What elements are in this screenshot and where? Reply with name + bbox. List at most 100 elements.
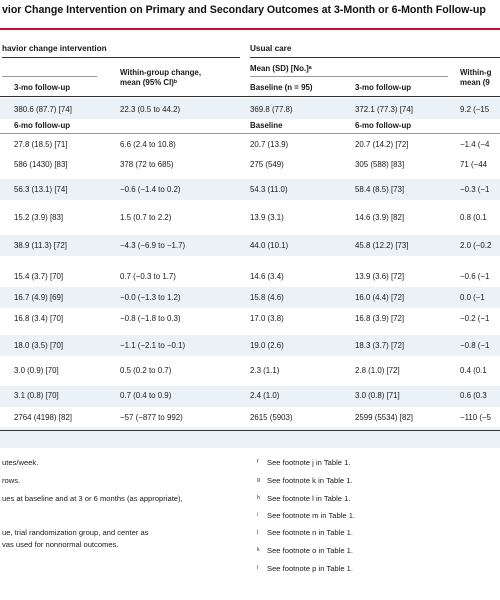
table-cell: 20.7 (13.9) bbox=[250, 140, 289, 149]
table-cell: 16.0 (4.4) [72] bbox=[355, 293, 405, 302]
table-cell: 2.4 (1.0) bbox=[250, 391, 280, 400]
intervention-group-header: havior change intervention bbox=[2, 44, 107, 53]
table-cell: 27.8 (18.5) [71] bbox=[14, 140, 68, 149]
footnote-text: See footnote m in Table 1. bbox=[267, 511, 356, 520]
footnote-right: ᵏ See footnote o in Table 1. bbox=[257, 546, 353, 556]
table-cell: 0.0 (−1 bbox=[460, 293, 485, 302]
table-cell: 0.8 (0.1 bbox=[460, 213, 487, 222]
table-cell: −0.2 (−1 bbox=[460, 314, 490, 323]
row-shade-2 bbox=[0, 179, 500, 200]
table-bottom-rule bbox=[0, 430, 500, 431]
footnote-symbol: ⁱ bbox=[257, 511, 259, 520]
footnote-right: ᶠ See footnote j in Table 1. bbox=[257, 458, 350, 468]
footnote-symbol: ˡ bbox=[257, 564, 259, 573]
row-shade-6 bbox=[0, 386, 500, 407]
table-cell: −1.1 (−2.1 to −0.1) bbox=[120, 341, 186, 350]
table-cell: 15.8 (4.6) bbox=[250, 293, 284, 302]
table-cell: 380.6 (87.7) [74] bbox=[14, 105, 72, 114]
table-cell: 54.3 (11.0) bbox=[250, 185, 288, 194]
table-cell: 378 (72 to 685) bbox=[120, 160, 174, 169]
table-cell: −0.8 (−1 bbox=[460, 341, 490, 350]
footnote-symbol: ʲ bbox=[257, 528, 259, 537]
row-shade-4 bbox=[0, 287, 500, 308]
footnote-right: ˡ See footnote p in Table 1. bbox=[257, 564, 353, 574]
table-cell: 71 (−44 bbox=[460, 160, 487, 169]
table-cell: 22.3 (0.5 to 44.2) bbox=[120, 105, 181, 114]
table-cell: 2.3 (1.1) bbox=[250, 366, 280, 375]
footnote-left: rows. bbox=[2, 476, 21, 485]
table-cell: 19.0 (2.6) bbox=[250, 341, 284, 350]
header-bottom-rule bbox=[0, 96, 500, 97]
table-cell: 1.5 (0.7 to 2.2) bbox=[120, 213, 172, 222]
footnote-right: ʲ See footnote n in Table 1. bbox=[257, 528, 353, 538]
table-title: vior Change Intervention on Primary and … bbox=[2, 4, 486, 16]
footnote-symbol: ᵏ bbox=[257, 546, 260, 555]
usual-change-header-line1: Within-g bbox=[460, 68, 492, 77]
table-cell: 16.7 (4.9) [69] bbox=[14, 293, 64, 302]
title-divider bbox=[0, 28, 500, 30]
table-cell: 18.3 (3.7) [72] bbox=[355, 341, 405, 350]
int-followup-header: 3-mo follow-up bbox=[14, 83, 71, 92]
int-mean-rule bbox=[2, 76, 97, 77]
table-cell: 18.0 (3.5) [70] bbox=[14, 341, 64, 350]
int-change-header-line1: Within-group change, bbox=[120, 68, 202, 77]
table-cell: 2764 (4198) [82] bbox=[14, 413, 72, 422]
table-cell: 2.0 (−0.2 bbox=[460, 241, 492, 250]
footnote-symbol: ᵍ bbox=[257, 476, 260, 485]
table-cell: −4.3 (−6.9 to −1.7) bbox=[120, 241, 186, 250]
table-cell: −0.8 (−1.8 to 0.3) bbox=[120, 314, 181, 323]
table-cell: 2615 (5903) bbox=[250, 413, 293, 422]
table-cell: 44.0 (10.1) bbox=[250, 241, 289, 250]
footnote-left: ues at baseline and at 3 or 6 months (as… bbox=[2, 494, 183, 503]
table-cell: 2.8 (1.0) [72] bbox=[355, 366, 400, 375]
table-cell: 15.4 (3.7) [70] bbox=[14, 272, 64, 281]
usual-change-header-line2: mean (9 bbox=[460, 78, 490, 87]
footnote-left: vas used for nonnormal outcomes. bbox=[2, 540, 119, 549]
table-cell: 58.4 (8.5) [73] bbox=[355, 185, 405, 194]
footnote-text: See footnote l in Table 1. bbox=[267, 494, 351, 503]
table-cell: −1.4 (−4 bbox=[460, 140, 490, 149]
footnote-left: utes/week. bbox=[2, 458, 39, 467]
table-cell: 9.2 (−15 bbox=[460, 105, 490, 114]
int-change-header-line2: mean (95% CI)ᵇ bbox=[120, 78, 178, 87]
table-cell: 372.1 (77.3) [74] bbox=[355, 105, 413, 114]
table-title-bar: vior Change Intervention on Primary and … bbox=[0, 0, 500, 40]
table-cell: 0.4 (0.1 bbox=[460, 366, 487, 375]
footnote-symbol: ʰ bbox=[257, 494, 260, 503]
footnote-text: See footnote j in Table 1. bbox=[267, 458, 351, 467]
table-cell: 0.7 (0.4 to 0.9) bbox=[120, 391, 172, 400]
table-cell: 14.6 (3.4) bbox=[250, 272, 284, 281]
usual-care-group-rule bbox=[250, 57, 500, 58]
footnote-left: ue, trial randomization group, and cente… bbox=[2, 528, 149, 537]
table-cell: 20.7 (14.2) [72] bbox=[355, 140, 409, 149]
row-shade-7 bbox=[0, 427, 500, 448]
usual-subheader-followup: 6-mo follow-up bbox=[355, 121, 412, 130]
table-cell: 586 (1430) [83] bbox=[14, 160, 68, 169]
footnote-right: ⁱ See footnote m in Table 1. bbox=[257, 511, 355, 521]
footnote-right: ʰ See footnote l in Table 1. bbox=[257, 494, 350, 504]
table-cell: −110 (−5 bbox=[460, 413, 492, 422]
footnote-text: See footnote p in Table 1. bbox=[267, 564, 353, 573]
table-cell: 13.9 (3.6) [72] bbox=[355, 272, 405, 281]
table-cell: 2599 (5534) [82] bbox=[355, 413, 413, 422]
table-cell: 0.6 (0.3 bbox=[460, 391, 487, 400]
footnote-text: See footnote n in Table 1. bbox=[267, 528, 353, 537]
row-shade-5 bbox=[0, 335, 500, 356]
table-cell: 14.6 (3.9) [82] bbox=[355, 213, 405, 222]
table-cell: 17.0 (3.8) bbox=[250, 314, 284, 323]
table-cell: −0.0 (−1.3 to 1.2) bbox=[120, 293, 181, 302]
table-cell: 3.0 (0.9) [70] bbox=[14, 366, 59, 375]
table-cell: 3.1 (0.8) [70] bbox=[14, 391, 59, 400]
table-cell: 38.9 (11.3) [72] bbox=[14, 241, 67, 250]
table-cell: 305 (588) [83] bbox=[355, 160, 405, 169]
intervention-group-rule bbox=[2, 57, 240, 58]
usual-subheader-baseline: Baseline bbox=[250, 121, 283, 130]
usual-baseline-header: Baseline (n = 95) bbox=[250, 83, 313, 92]
footnote-right: ᵍ See footnote k in Table 1. bbox=[257, 476, 353, 486]
table-cell: 56.3 (13.1) [74] bbox=[14, 185, 68, 194]
row-shade-1 bbox=[0, 98, 500, 119]
table-cell: 0.7 (−0.3 to 1.7) bbox=[120, 272, 176, 281]
usual-followup-header: 3-mo follow-up bbox=[355, 83, 412, 92]
table-cell: 45.8 (12.2) [73] bbox=[355, 241, 409, 250]
table-cell: 0.5 (0.2 to 0.7) bbox=[120, 366, 172, 375]
